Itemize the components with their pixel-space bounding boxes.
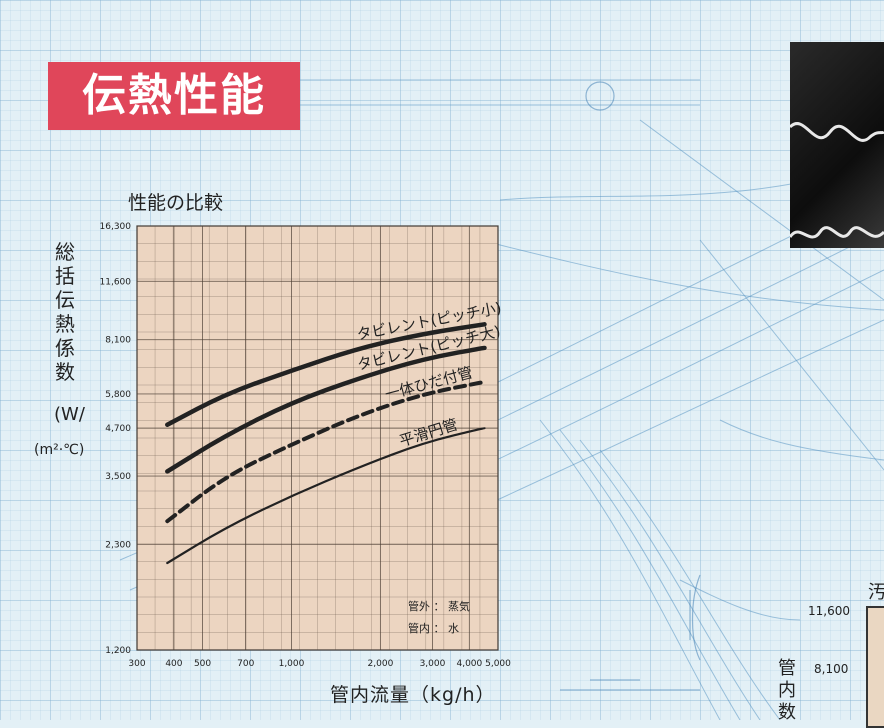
note-inner: 管内 ： 水 xyxy=(408,620,459,636)
product-photo xyxy=(790,42,884,248)
right-chart-y-label-char: 管 xyxy=(776,658,798,680)
right-chart-plot-area xyxy=(866,606,884,728)
y-tick-label: 1,200 xyxy=(105,646,131,656)
right-chart-tick: 8,100 xyxy=(814,662,848,676)
x-tick-label: 4,000 xyxy=(456,659,482,669)
x-axis-label: 管内流量（kg/h） xyxy=(330,680,496,707)
right-chart-y-label-char: 数 xyxy=(776,702,798,724)
x-tick-label: 5,000 xyxy=(485,659,511,669)
right-chart-y-label-char: 内 xyxy=(776,680,798,702)
x-tick-label: 700 xyxy=(237,659,254,669)
right-chart-title: 汚 xyxy=(868,578,884,604)
tube-profile-illustration xyxy=(790,42,884,248)
y-tick-label: 8,100 xyxy=(105,336,131,346)
y-tick-label: 4,700 xyxy=(105,424,131,434)
x-tick-label: 2,000 xyxy=(368,659,394,669)
x-tick-label: 3,000 xyxy=(420,659,446,669)
x-tick-label: 1,000 xyxy=(279,659,305,669)
right-chart-tick: 11,600 xyxy=(808,604,850,618)
x-tick-label: 400 xyxy=(165,659,182,669)
note-outer: 管外 ： 蒸気 xyxy=(408,598,470,614)
y-tick-label: 16,300 xyxy=(100,222,132,232)
y-tick-label: 3,500 xyxy=(105,472,131,482)
y-tick-label: 11,600 xyxy=(100,277,132,287)
y-tick-label: 5,800 xyxy=(105,390,131,400)
y-tick-label: 2,300 xyxy=(105,540,131,550)
x-tick-label: 500 xyxy=(194,659,211,669)
right-chart-y-label: 管 内 数 xyxy=(776,658,798,724)
x-tick-label: 300 xyxy=(128,659,145,669)
